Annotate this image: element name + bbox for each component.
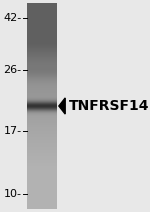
Text: 26-: 26- <box>3 66 21 75</box>
Text: 10-: 10- <box>3 189 21 199</box>
Text: TNFRSF14: TNFRSF14 <box>69 99 149 113</box>
Polygon shape <box>59 98 65 114</box>
Text: 17-: 17- <box>3 126 21 136</box>
Text: 42-: 42- <box>3 13 21 23</box>
